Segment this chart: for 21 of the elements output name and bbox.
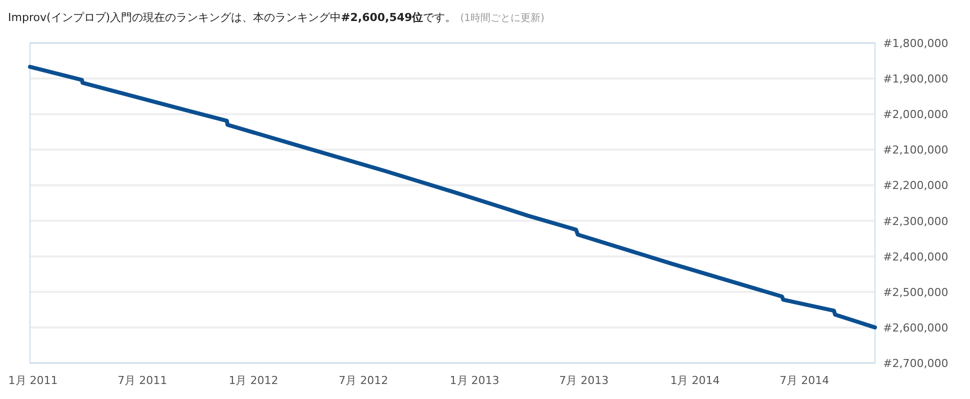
chart-subtitle: (1時間ごとに更新) — [460, 12, 544, 24]
y-tick-label: #1,900,000 — [883, 72, 948, 86]
x-tick-label: 1月 2011 — [8, 374, 58, 387]
y-tick-label: #2,300,000 — [883, 214, 948, 228]
x-tick-label: 1月 2014 — [670, 374, 720, 387]
y-tick-label: #2,700,000 — [883, 357, 948, 370]
x-tick-label: 7月 2014 — [780, 374, 830, 387]
y-tick-label: #1,800,000 — [883, 37, 948, 50]
chart-title: Improv(インプロブ)入門の現在のランキングは、本のランキング中#2,600,549位です。 — [8, 11, 456, 24]
line-series — [28, 64, 877, 330]
x-tick-label: 7月 2011 — [118, 374, 168, 387]
y-tick-label: #2,000,000 — [883, 108, 948, 122]
y-tick-label: #2,600,000 — [883, 321, 948, 334]
y-tick-label: #2,100,000 — [883, 144, 948, 157]
y-tick-label: #2,500,000 — [883, 286, 948, 299]
x-tick-label: 7月 2013 — [559, 374, 609, 387]
y-tick-label: #2,200,000 — [883, 179, 948, 192]
y-tick-label: #2,400,000 — [883, 250, 948, 264]
x-tick-label: 7月 2012 — [338, 374, 388, 387]
x-tick-label: 1月 2012 — [228, 374, 278, 387]
x-tick-label: 1月 2013 — [450, 374, 500, 387]
